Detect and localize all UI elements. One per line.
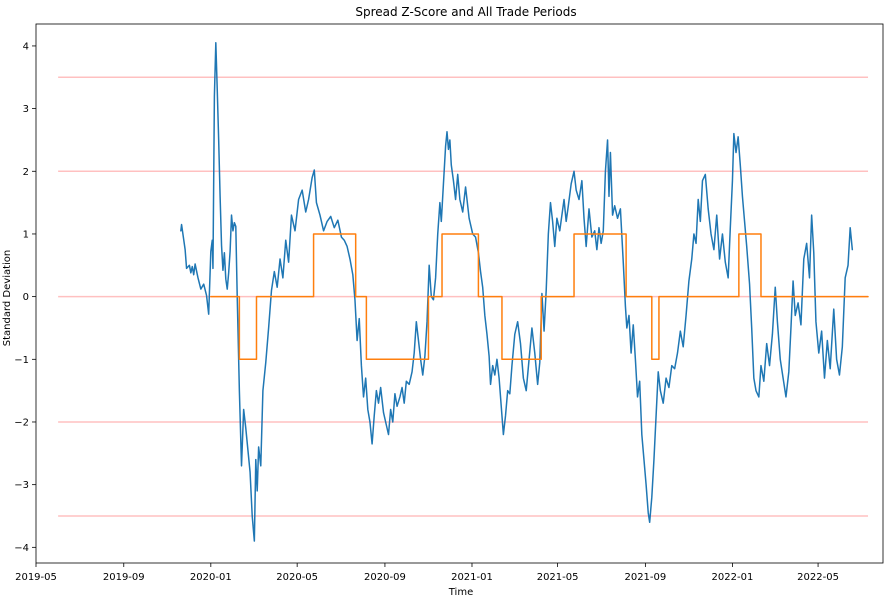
x-axis-ticks: 2019-05 2019-09 2020-01 2020-05 2020-09 2021-…	[15, 563, 839, 583]
y-axis-label: Standard Deviation	[2, 250, 13, 347]
y-tick-label: 4	[23, 41, 29, 52]
z-score-series-line	[180, 42, 854, 542]
y-tick-label: −2	[14, 417, 29, 428]
x-tick-label: 2020-05	[276, 572, 318, 583]
y-tick-label: 3	[23, 104, 29, 115]
trade-period-series-line	[210, 233, 869, 361]
series-layer	[180, 42, 869, 542]
x-tick-label: 2020-09	[364, 572, 406, 583]
x-tick-label: 2022-05	[797, 572, 839, 583]
x-tick-label: 2021-05	[537, 572, 579, 583]
y-axis-ticks: −4 −3 −2 −1 0 1 2 3 4	[14, 41, 36, 554]
y-tick-label: 0	[23, 292, 29, 303]
y-tick-label: 1	[23, 229, 29, 240]
x-axis-label: Time	[448, 587, 473, 598]
x-tick-label: 2019-05	[15, 572, 57, 583]
axes-border	[35, 23, 884, 564]
y-tick-label: −3	[14, 480, 29, 491]
chart-title: Spread Z-Score and All Trade Periods	[355, 5, 576, 19]
y-tick-label: 2	[23, 167, 29, 178]
axes-frame	[35, 23, 884, 564]
y-tick-label: −4	[14, 543, 29, 554]
x-tick-label: 2021-09	[624, 572, 666, 583]
x-tick-label: 2019-09	[103, 572, 145, 583]
y-tick-label: −1	[14, 355, 29, 366]
x-tick-label: 2021-01	[451, 572, 493, 583]
x-tick-label: 2020-01	[190, 572, 232, 583]
x-tick-label: 2022-01	[712, 572, 754, 583]
threshold-lines	[58, 76, 869, 517]
